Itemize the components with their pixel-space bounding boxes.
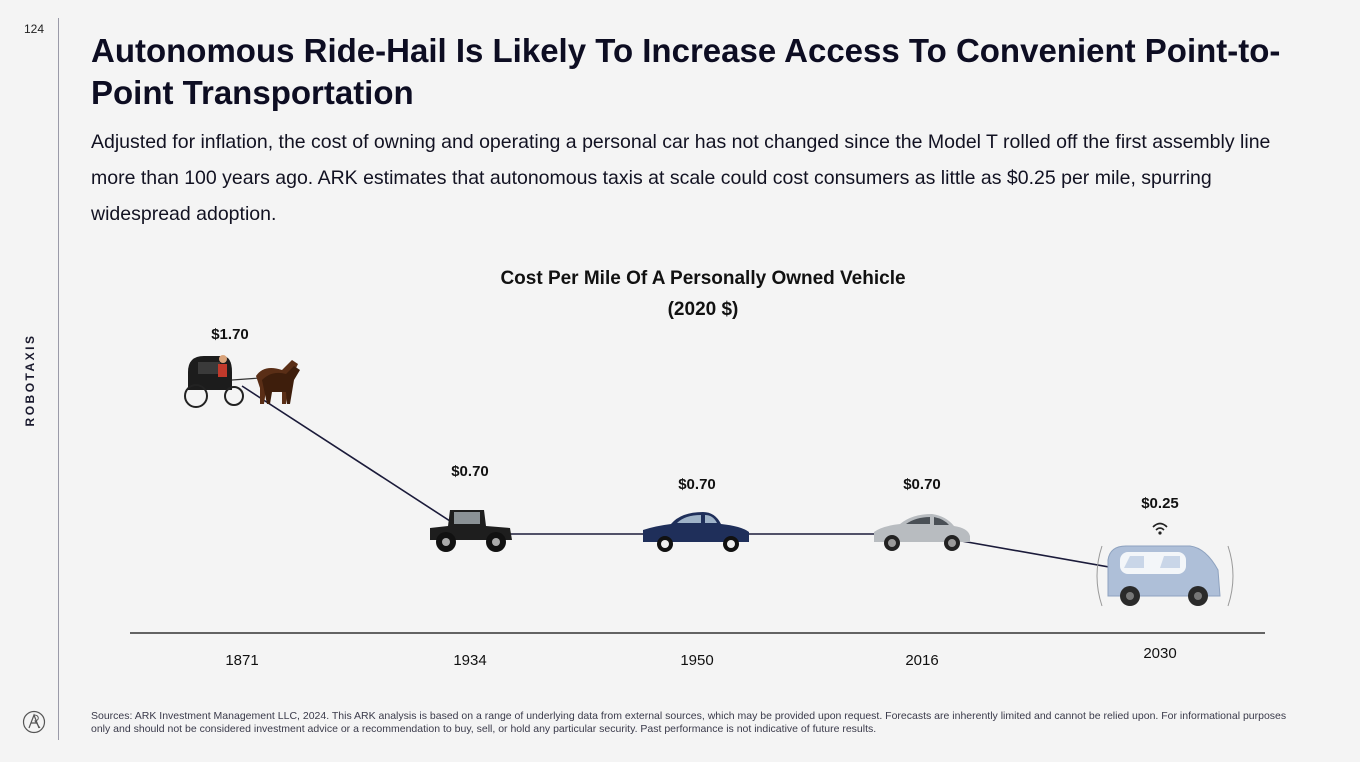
marker-layer	[184, 355, 1234, 607]
page-number: 124	[24, 22, 45, 36]
value-label-1950: $0.70	[678, 476, 716, 493]
wifi-signal-icon	[1152, 522, 1168, 535]
x-tick-1950: 1950	[680, 652, 713, 669]
x-tick-2030: 2030	[1143, 645, 1176, 662]
label-layer: $1.70 $0.70 $0.70 $0.70 $0.25 1871 1934 1950 201…	[211, 326, 1179, 669]
value-label-1934: $0.70	[451, 463, 489, 480]
value-label-1871: $1.70	[211, 326, 249, 343]
left-divider	[58, 18, 59, 740]
cost-per-mile-chart: Cost Per Mile Of A Personally Owned Vehi…	[130, 268, 1265, 669]
x-tick-1871: 1871	[225, 652, 258, 669]
value-label-2016: $0.70	[903, 476, 941, 493]
modern-sedan-icon	[874, 514, 970, 551]
page-title: Autonomous Ride-Hail Is Likely To Increa…	[91, 32, 1281, 111]
page-subtitle: Adjusted for inflation, the cost of owni…	[91, 131, 1271, 225]
robotaxi-icon	[1096, 522, 1234, 607]
x-tick-1934: 1934	[453, 652, 486, 669]
horse-carriage-icon	[184, 355, 300, 408]
value-label-2030: $0.25	[1141, 495, 1179, 512]
x-tick-2016: 2016	[905, 652, 938, 669]
model-t-car-icon	[430, 510, 512, 552]
ark-logo-icon	[22, 710, 46, 734]
chart-title-line-2: (2020 $)	[668, 299, 739, 320]
1950s-sedan-icon	[643, 512, 749, 552]
sources-footnote: Sources: ARK Investment Management LLC, …	[91, 710, 1287, 735]
chart-title-line-1: Cost Per Mile Of A Personally Owned Vehi…	[500, 268, 905, 289]
